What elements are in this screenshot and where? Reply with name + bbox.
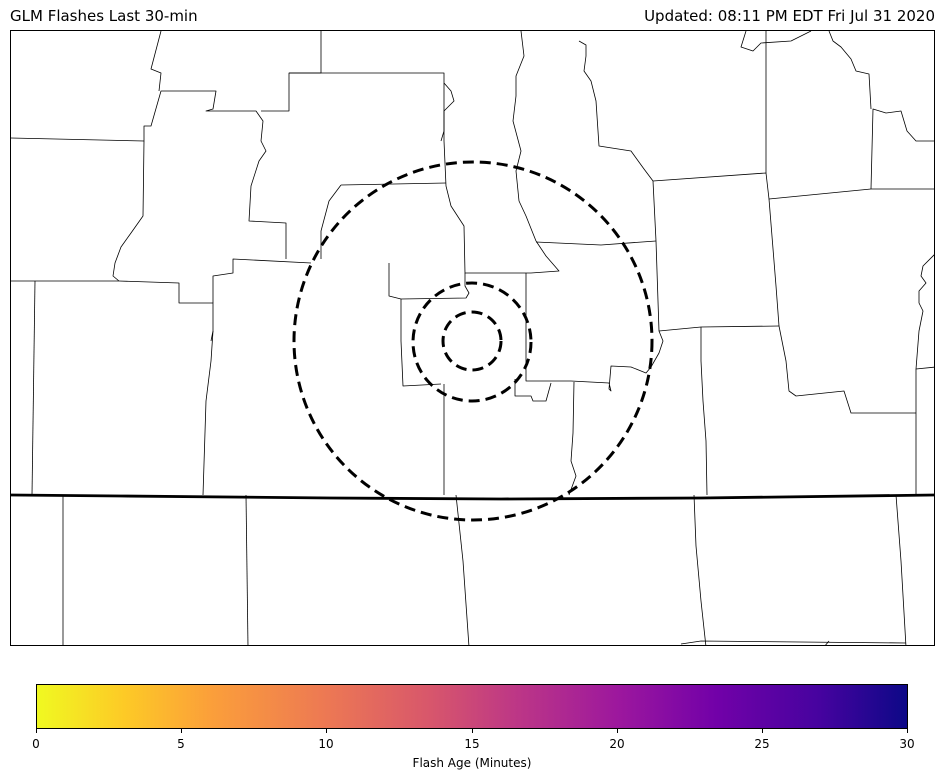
colorbar-tick-label: 5 bbox=[177, 737, 185, 751]
flash-age-colorbar bbox=[36, 684, 908, 729]
inner-range-ring bbox=[441, 310, 503, 372]
county-boundaries bbox=[11, 31, 934, 645]
colorbar-tick-mark bbox=[181, 729, 182, 733]
colorbar-tick-label: 30 bbox=[899, 737, 915, 751]
colorbar-tick-label: 25 bbox=[754, 737, 770, 751]
colorbar-tick-mark bbox=[907, 729, 908, 733]
state-border bbox=[11, 493, 934, 501]
colorbar-label: Flash Age (Minutes) bbox=[412, 756, 532, 770]
map-title: GLM Flashes Last 30-min bbox=[10, 7, 198, 25]
middle-range-ring bbox=[411, 281, 533, 403]
colorbar-tick-mark bbox=[617, 729, 618, 733]
map-panel bbox=[10, 30, 935, 646]
colorbar-tick-label: 20 bbox=[609, 737, 625, 751]
colorbar-tick-label: 10 bbox=[318, 737, 334, 751]
outer-range-ring bbox=[292, 160, 654, 522]
colorbar-tick-mark bbox=[762, 729, 763, 733]
colorbar-tick-mark bbox=[36, 729, 37, 733]
colorbar-tick-label: 0 bbox=[32, 737, 40, 751]
colorbar-ticks: 0 5 10 15 20 25 30 bbox=[32, 729, 915, 753]
updated-timestamp: Updated: 08:11 PM EDT Fri Jul 31 2020 bbox=[644, 7, 935, 25]
colorbar-tick-mark bbox=[472, 729, 473, 733]
map-svg bbox=[11, 31, 934, 645]
colorbar-tick-mark bbox=[326, 729, 327, 733]
range-rings bbox=[292, 160, 654, 522]
colorbar-tick-label: 15 bbox=[464, 737, 480, 751]
